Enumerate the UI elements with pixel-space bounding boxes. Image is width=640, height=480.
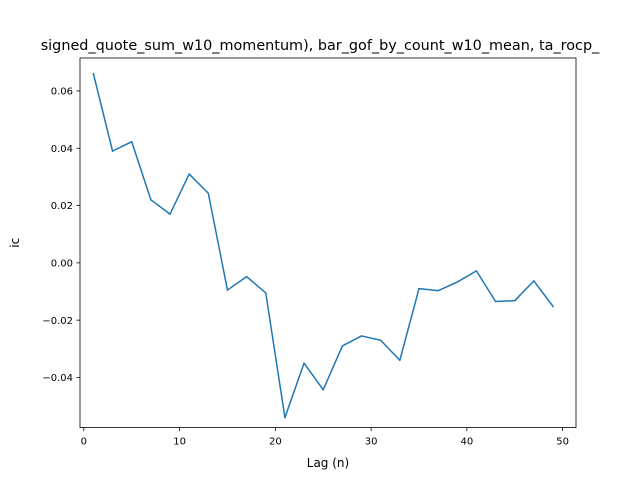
y-axis-label: ic — [8, 238, 22, 248]
data-point — [245, 275, 248, 278]
data-point — [533, 280, 535, 282]
x-tick-label: 40 — [460, 437, 473, 448]
data-point — [399, 359, 401, 362]
data-point — [494, 300, 497, 303]
data-point — [341, 345, 344, 347]
y-tick-label: −0.02 — [42, 316, 73, 327]
data-point — [130, 140, 133, 143]
y-tick-label: 0.02 — [51, 201, 73, 212]
data-point — [552, 305, 554, 308]
x-tick-label: 30 — [365, 437, 378, 448]
plot-area — [92, 72, 555, 419]
y-tick-label: 0.06 — [51, 87, 73, 98]
y-tick-label: 0.04 — [51, 144, 73, 155]
data-point — [265, 292, 267, 294]
data-point — [513, 299, 516, 302]
data-point — [150, 199, 152, 201]
axes-frame — [79, 57, 577, 429]
y-tick-label: 0.00 — [51, 258, 73, 269]
data-point — [226, 289, 229, 291]
x-axis: 0 10 20 30 40 50 — [81, 427, 569, 448]
data-point — [437, 289, 439, 292]
data-point — [111, 150, 114, 152]
x-tick-label: 0 — [81, 437, 87, 448]
data-point — [207, 192, 210, 194]
data-point — [379, 339, 382, 341]
x-tick-label: 10 — [173, 437, 186, 448]
data-point — [284, 416, 286, 419]
data-point — [418, 287, 420, 290]
x-axis-label: Lag (n) — [307, 456, 349, 470]
x-tick-label: 20 — [269, 437, 282, 448]
data-point — [92, 73, 95, 75]
data-point — [303, 362, 305, 364]
data-point — [360, 335, 363, 337]
data-point — [322, 389, 324, 391]
x-tick-label: 50 — [556, 437, 569, 448]
data-point — [188, 173, 190, 175]
data-point — [475, 270, 478, 272]
data-point — [169, 213, 171, 215]
data-point — [456, 281, 459, 283]
y-axis: −0.04 −0.02 0.00 0.02 0.04 0.06 — [42, 87, 80, 384]
chart-title: signed_quote_sum_w10_momentum), bar_gof_… — [41, 38, 600, 54]
y-tick-label: −0.04 — [42, 373, 73, 384]
